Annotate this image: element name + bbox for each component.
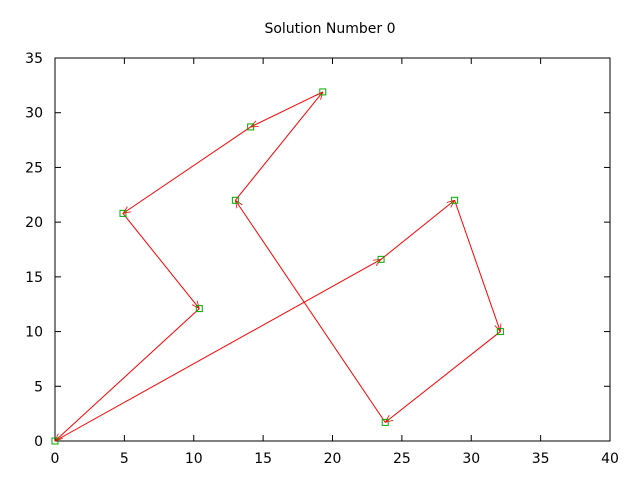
x-tick-label: 25 [393, 451, 411, 467]
y-tick-label: 30 [25, 106, 43, 122]
x-tick-label: 20 [324, 451, 342, 467]
y-tick-label: 10 [25, 325, 43, 341]
x-tick-label: 5 [120, 451, 129, 467]
node-marker [381, 418, 389, 426]
y-axis: 0 5 10 15 20 25 30 35 [25, 51, 610, 450]
path-segment [454, 200, 501, 331]
y-tick-label: 25 [25, 160, 43, 176]
x-tick-label: 40 [601, 451, 619, 467]
path-segment [122, 213, 199, 308]
x-tick-label: 15 [254, 451, 272, 467]
node-marker [496, 328, 504, 336]
y-tick-label: 35 [25, 51, 43, 67]
node-marker [377, 255, 385, 263]
x-tick-label: 10 [185, 451, 203, 467]
node-marker [119, 209, 127, 217]
path-segment [251, 91, 324, 127]
chart-title: Solution Number 0 [264, 21, 395, 37]
node-markers [51, 88, 504, 445]
node-marker [451, 196, 459, 204]
node-marker [247, 123, 255, 131]
x-tick-label: 0 [51, 451, 60, 467]
x-tick-label: 35 [532, 451, 550, 467]
path-segment [123, 126, 251, 213]
y-tick-label: 5 [34, 379, 43, 395]
y-tick-label: 0 [34, 434, 43, 450]
y-tick-label: 15 [25, 270, 43, 286]
path-segment [54, 259, 381, 442]
x-axis: 0 5 10 15 20 25 30 35 40 [51, 58, 619, 467]
path-segments [55, 92, 500, 441]
path-segment [380, 200, 455, 260]
node-marker [231, 196, 239, 204]
y-tick-label: 20 [25, 215, 43, 231]
x-tick-label: 30 [462, 451, 480, 467]
node-marker [51, 437, 59, 445]
path-segment [234, 92, 322, 201]
path-segment [235, 200, 386, 423]
path-segment [385, 331, 501, 423]
node-marker [195, 305, 203, 313]
plot-frame [54, 57, 611, 442]
path-segment [55, 308, 200, 441]
node-marker [319, 88, 327, 96]
